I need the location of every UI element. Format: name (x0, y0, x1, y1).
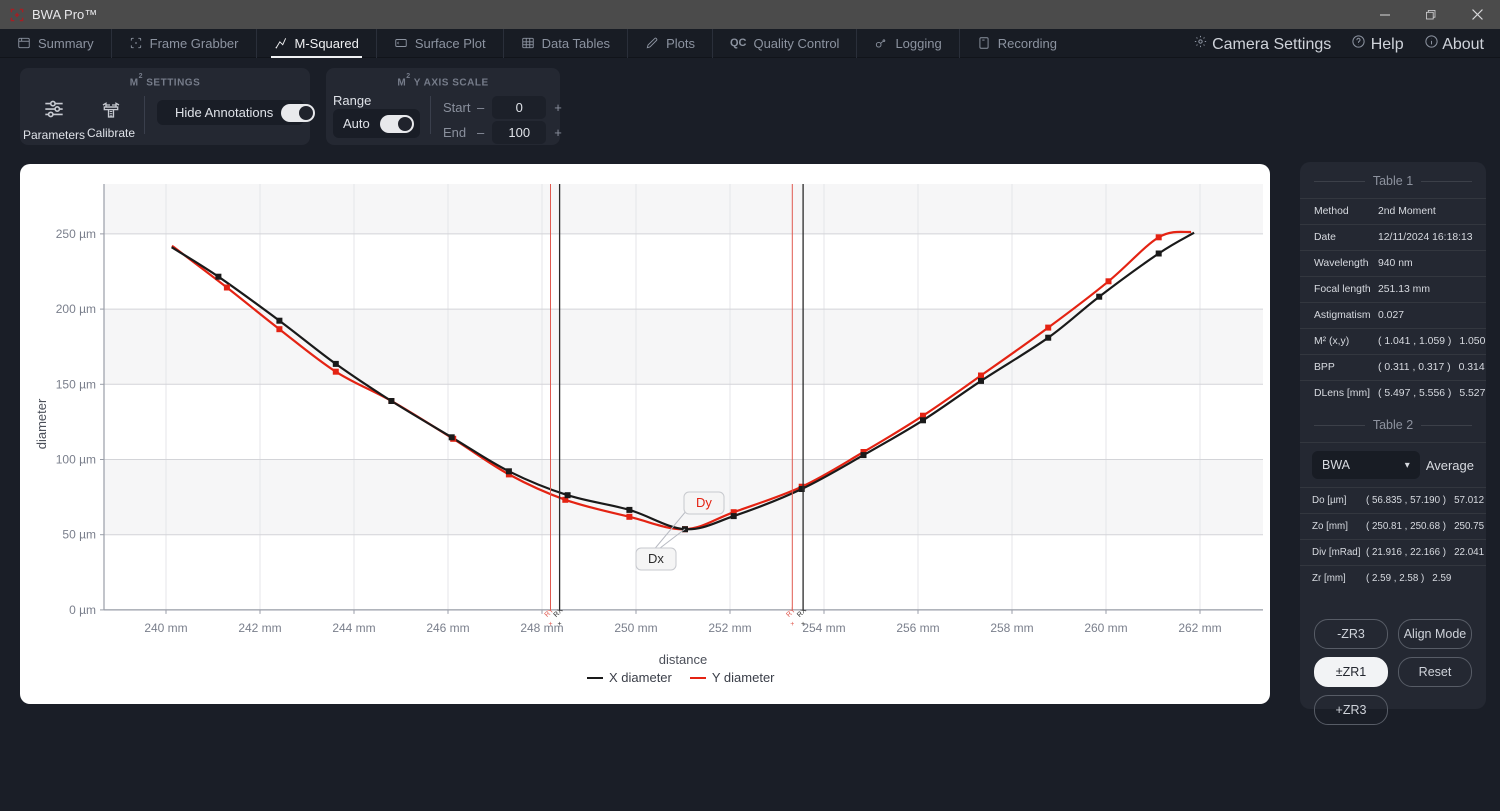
svg-text:242 mm: 242 mm (238, 621, 281, 635)
svg-text:+: + (558, 621, 562, 628)
svg-text:+: + (801, 621, 805, 628)
svg-text:0 µm: 0 µm (69, 603, 96, 617)
svg-text:254 mm: 254 mm (802, 621, 845, 635)
svg-text:240 mm: 240 mm (144, 621, 187, 635)
svg-text:250 mm: 250 mm (614, 621, 657, 635)
svg-text:262 mm: 262 mm (1178, 621, 1221, 635)
svg-text:100 µm: 100 µm (56, 453, 96, 467)
svg-text:200 µm: 200 µm (56, 302, 96, 316)
svg-text:+: + (790, 621, 794, 628)
svg-text:250 µm: 250 µm (56, 227, 96, 241)
svg-text:246 mm: 246 mm (426, 621, 469, 635)
svg-text:244 mm: 244 mm (332, 621, 375, 635)
svg-text:50 µm: 50 µm (62, 528, 96, 542)
svg-text:150 µm: 150 µm (56, 377, 96, 391)
svg-text:Dx: Dx (648, 551, 664, 566)
svg-text:260 mm: 260 mm (1084, 621, 1127, 635)
svg-text:Dy: Dy (696, 495, 712, 510)
svg-text:252 mm: 252 mm (708, 621, 751, 635)
svg-text:+: + (548, 621, 552, 628)
svg-text:distance: distance (659, 652, 707, 667)
svg-text:258 mm: 258 mm (990, 621, 1033, 635)
svg-text:256 mm: 256 mm (896, 621, 939, 635)
svg-text:diameter: diameter (34, 398, 49, 449)
